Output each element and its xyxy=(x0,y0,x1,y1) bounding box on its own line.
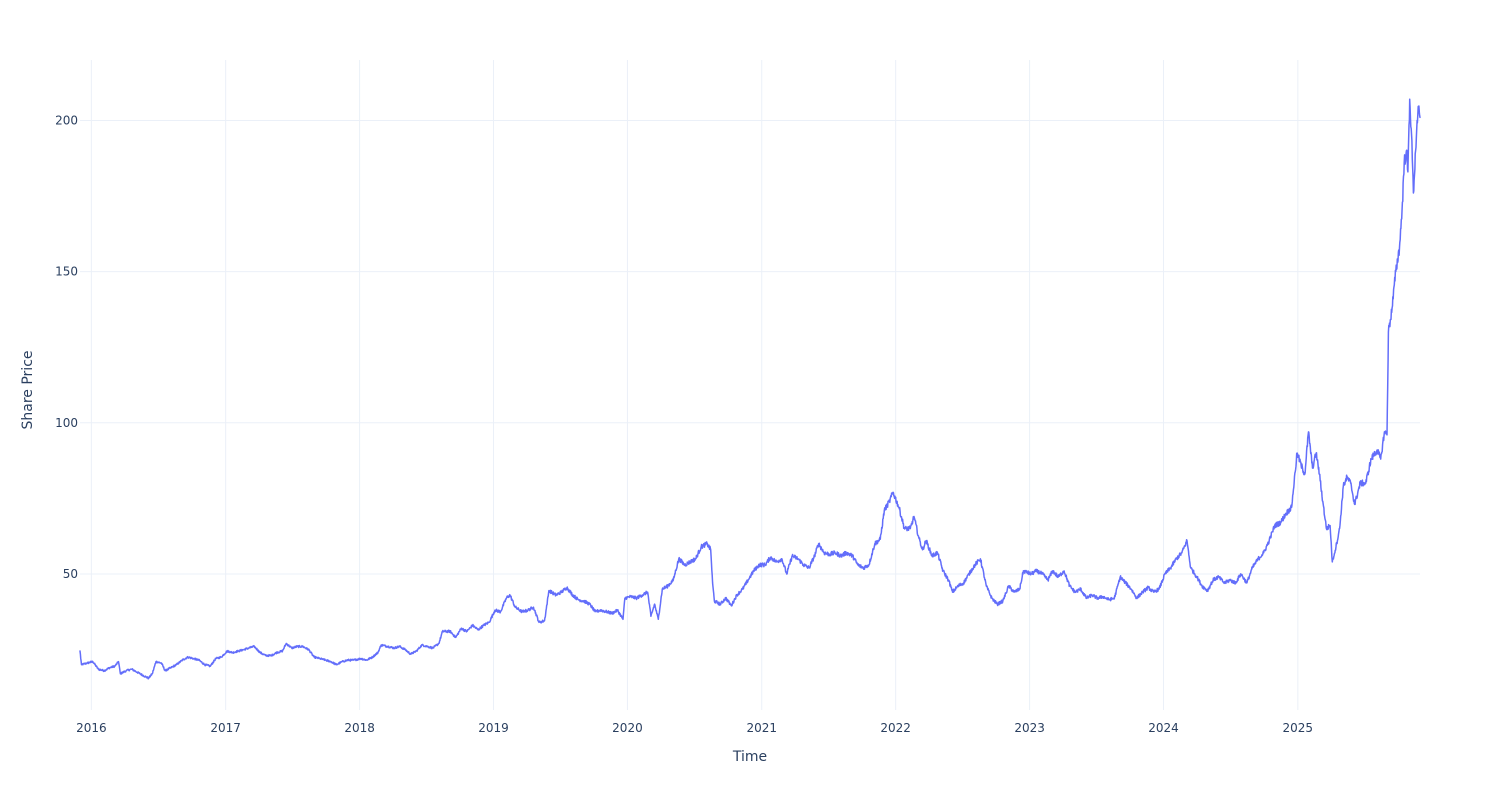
price-series-line xyxy=(79,98,1421,680)
y-tick-labels: 50 100 150 200 xyxy=(55,113,78,580)
y-gridlines xyxy=(80,119,1420,575)
series-layer xyxy=(79,98,1421,680)
y-axis-title: Share Price xyxy=(20,350,36,429)
x-tick-label: 2020 xyxy=(612,721,643,735)
y-tick-label: 150 xyxy=(55,265,78,279)
x-tick-label: 2019 xyxy=(478,721,509,735)
x-tick-label: 2017 xyxy=(210,721,241,735)
x-tick-label: 2021 xyxy=(746,721,777,735)
x-tick-labels: 2016 2017 2018 2019 2020 2021 2022 2023 2024 2025 xyxy=(76,721,1313,735)
x-gridlines xyxy=(90,60,1299,710)
x-tick-label: 2016 xyxy=(76,721,107,735)
x-tick-label: 2018 xyxy=(344,721,375,735)
x-tick-label: 2025 xyxy=(1283,721,1314,735)
x-tick-label: 2024 xyxy=(1148,721,1179,735)
y-tick-label: 100 xyxy=(55,416,78,430)
x-axis-title: Time xyxy=(732,749,767,765)
x-tick-label: 2022 xyxy=(880,721,911,735)
y-tick-label: 50 xyxy=(63,567,78,581)
x-tick-label: 2023 xyxy=(1014,721,1045,735)
y-tick-label: 200 xyxy=(55,113,78,127)
